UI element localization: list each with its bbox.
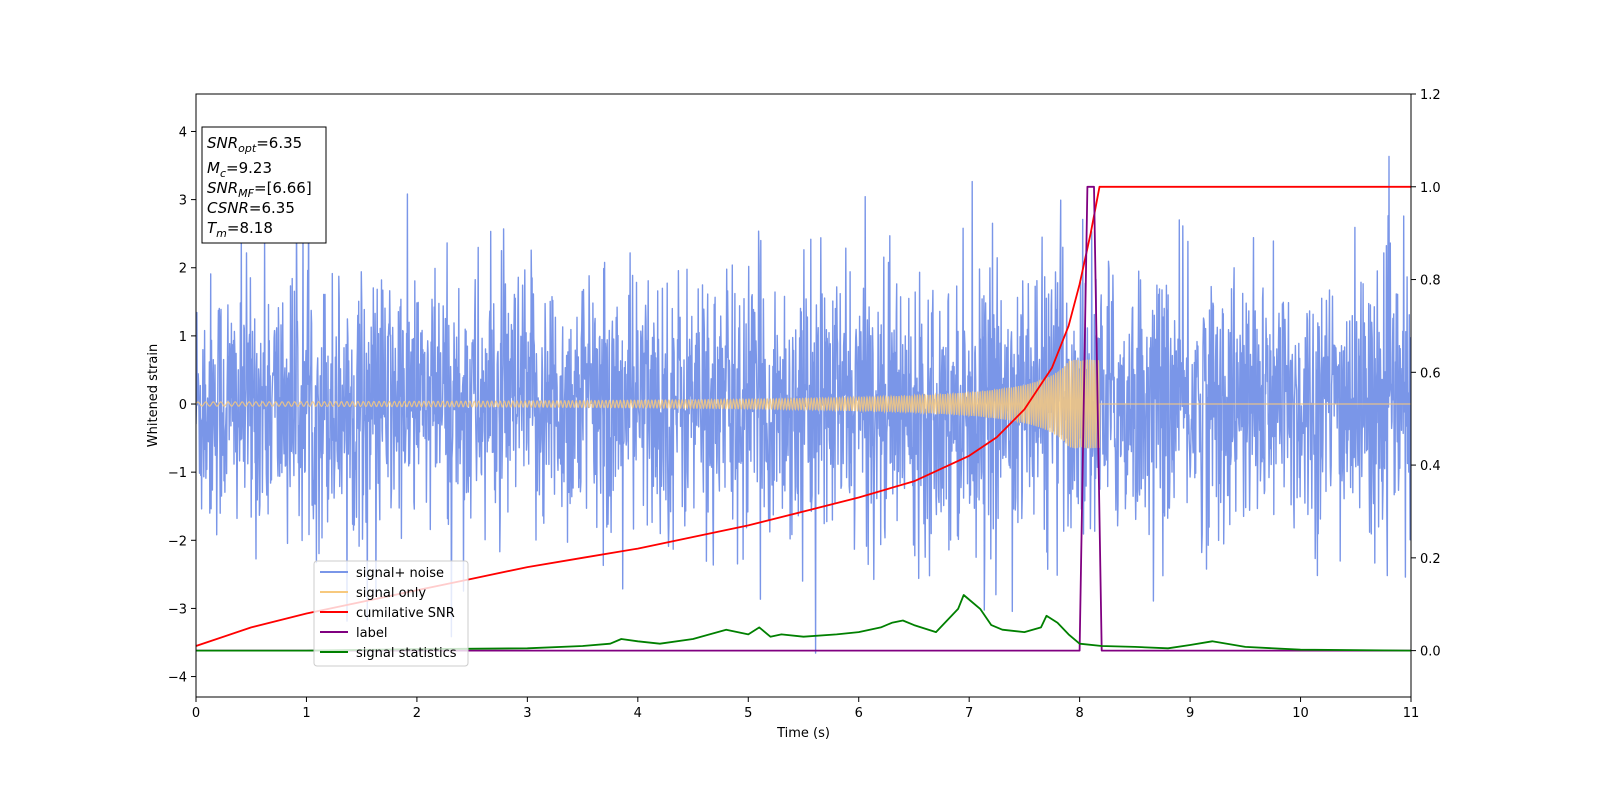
x-tick-label: 0	[192, 706, 200, 721]
y-tick-label: −1	[168, 466, 187, 481]
x-tick-label: 10	[1292, 706, 1309, 721]
y-tick-label: 4	[179, 125, 187, 140]
y2-tick-label: 1.2	[1420, 88, 1441, 103]
y-tick-label: 1	[179, 330, 187, 345]
legend-signal-noise-label: signal+ noise	[356, 566, 444, 581]
x-tick-label: 3	[523, 706, 531, 721]
x-tick-label: 7	[965, 706, 973, 721]
x-tick-label: 5	[744, 706, 752, 721]
axes: 0 1 2 3 4 5 6 7 8 9 10 11 −4 −3 −2 −1 0 1 2 3 4 0.0 0.2 0.4 0.6 0…	[168, 88, 1441, 721]
y2-tick-label: 0.4	[1420, 459, 1441, 474]
legend-label-label: label	[356, 626, 387, 641]
y2-tick-label: 0.0	[1420, 645, 1441, 660]
axes-frame	[195, 93, 1412, 698]
y-tick-label: 0	[179, 398, 187, 413]
legend: signal+ noise signal only cumilative SNR la…	[313, 560, 469, 667]
annotation-line: CSNR=6.35	[207, 199, 295, 217]
legend-cumilative-snr-label: cumilative SNR	[356, 606, 455, 621]
annotation-line: SNRopt=6.35	[207, 134, 302, 155]
x-axis-label: Time (s)	[776, 726, 830, 741]
y-tick-label: −3	[168, 602, 187, 617]
annotation-frame	[201, 126, 327, 244]
y2-tick-label: 0.8	[1420, 274, 1441, 289]
series-label	[196, 185, 1411, 652]
series-signal-noise	[196, 155, 1411, 654]
x-tick-label: 4	[634, 706, 642, 721]
legend-signal-only-label: signal only	[356, 586, 426, 601]
y-tick-label: 2	[179, 262, 187, 277]
series-signal-only	[196, 359, 1411, 449]
series-signal-statistics	[196, 594, 1411, 652]
x-tick-label: 6	[855, 706, 863, 721]
x-tick-label: 9	[1186, 706, 1194, 721]
y-tick-label: −2	[168, 534, 187, 549]
annotation-line: Tm=8.18	[207, 219, 273, 240]
y2-tick-label: 0.2	[1420, 552, 1441, 567]
legend-frame	[313, 560, 469, 667]
y-axis-label: Whitened strain	[146, 344, 161, 447]
y2-tick-label: 0.6	[1420, 366, 1441, 381]
x-tick-label: 2	[413, 706, 421, 721]
x-tick-label: 8	[1075, 706, 1083, 721]
y2-tick-label: 1.0	[1420, 181, 1441, 196]
x-tick-label: 11	[1403, 706, 1420, 721]
y-tick-label: −4	[168, 671, 187, 686]
legend-signal-statistics-label: signal statistics	[356, 646, 457, 661]
y-tick-label: 3	[179, 194, 187, 209]
annotation-line: SNRMF=[6.66]	[207, 179, 312, 200]
annotation-line: Mc=9.23	[207, 159, 272, 180]
x-tick-label: 1	[302, 706, 310, 721]
